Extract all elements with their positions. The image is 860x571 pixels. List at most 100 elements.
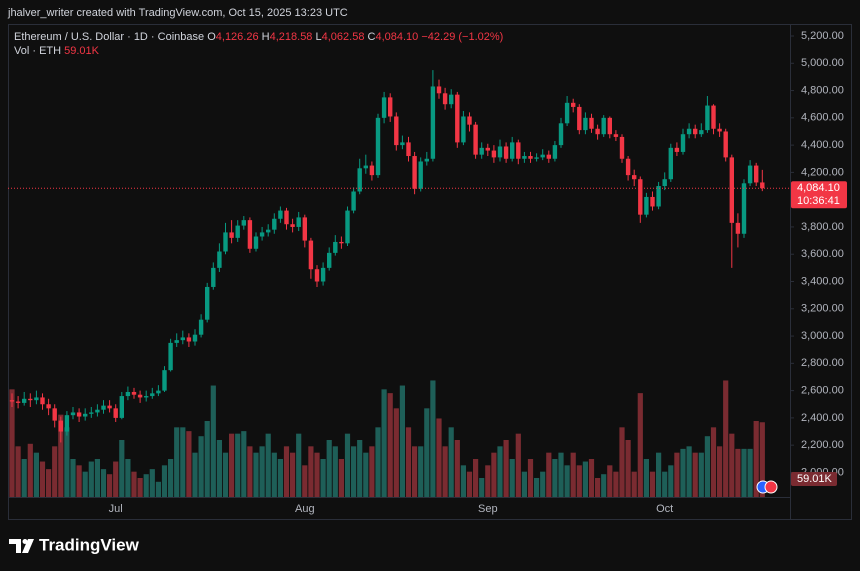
candle-body [760,182,765,189]
volume-bar [479,478,485,497]
volume-bar [332,446,338,497]
volume-bar [222,452,229,497]
volume-bar [113,461,119,497]
candle-body [150,393,155,397]
candle-body [747,165,753,184]
candle-body [76,412,82,417]
logo-icon [9,539,21,553]
candle-body [491,150,497,158]
candle-body [705,105,710,131]
volume-bar [131,471,137,497]
volume-bar [296,433,302,497]
open-value: 4,126.26 [216,31,259,43]
y-tick-label: 2,800.00 [801,357,844,369]
volume-bar [161,465,168,497]
volume-bar [686,446,692,497]
candle-body [58,420,63,432]
x-tick-label: Oct [656,503,673,515]
y-tick-label: 4,400.00 [801,139,844,151]
candle-body [625,158,631,176]
x-tick-label: Jul [109,503,123,515]
volume-bar [759,422,765,497]
candle-body [229,232,234,238]
candle-body [205,286,210,320]
logo-text: TradingView [39,535,140,554]
volume-bar [656,452,662,497]
volume-bar [729,433,735,497]
volume-bar [241,431,247,497]
candle-body [577,106,582,131]
volume-bar [710,427,717,497]
low-label: L [316,31,322,43]
volume-bar [485,465,491,497]
volume-bar [229,433,235,497]
volume-bar [216,440,222,497]
volume-bar [412,446,418,497]
candle-body [83,413,88,417]
volume-bar [747,448,753,497]
volume-bar [607,465,613,497]
candle-body [729,157,734,223]
open-label: O [207,31,216,43]
volume-bar [558,452,564,497]
volume-bar [52,446,58,497]
candle-body [650,196,655,207]
candle-body [168,342,173,371]
candle-body [156,390,161,394]
volume-bar [155,481,161,497]
volume-bar [521,471,527,497]
volume-bar [405,427,412,497]
volume-bar [466,471,473,497]
candle-body [436,86,442,94]
last-price-label: 4,084.10 [797,182,840,194]
candle-body [607,117,612,135]
candle-body [89,412,94,414]
candle-body [388,97,393,117]
volume-bar [198,436,204,497]
volume-bar [497,446,503,497]
volume-bar [369,446,375,497]
volume-bar [58,414,64,497]
candle-body [449,94,454,105]
volume-bar [363,452,369,497]
candle-body [174,340,179,343]
volume-label: Vol · ETH [14,45,61,57]
volume-bar [290,452,296,497]
candle-body [107,405,112,409]
candle-body [589,117,594,129]
candle-body [754,165,759,183]
last-price-tag [791,181,847,209]
volume-bar [674,452,680,497]
volume-bar [21,459,27,497]
candle-body [180,337,185,341]
volume-bar [259,446,265,497]
candle-body [686,128,692,135]
x-tick-label: Sep [478,503,498,515]
candle-body [345,210,350,244]
candle-body [144,396,149,398]
volume-bar [247,446,253,497]
y-tick-label: 3,600.00 [801,248,844,260]
volume-bar [588,459,595,497]
candle-body [699,130,704,135]
volume-bar [540,471,546,497]
candle-body [266,229,271,233]
volume-bar [326,440,332,497]
volume-bar [564,465,570,497]
candle-body [15,401,21,403]
y-tick-label: 2,600.00 [801,385,844,397]
candle-body [516,142,521,159]
volume-bar [723,380,729,497]
candle-body [314,269,320,282]
candle-body [412,156,417,189]
candle-body [247,220,253,249]
last-volume-label: 59.01K [797,473,833,485]
candle-body [424,158,429,162]
volume-bar [442,446,448,497]
candle-body [674,147,680,152]
candle-body [253,236,259,249]
candle-body [497,146,503,158]
volume-bar [338,459,344,497]
volume-bar [534,478,540,497]
volume-bar [741,448,747,497]
